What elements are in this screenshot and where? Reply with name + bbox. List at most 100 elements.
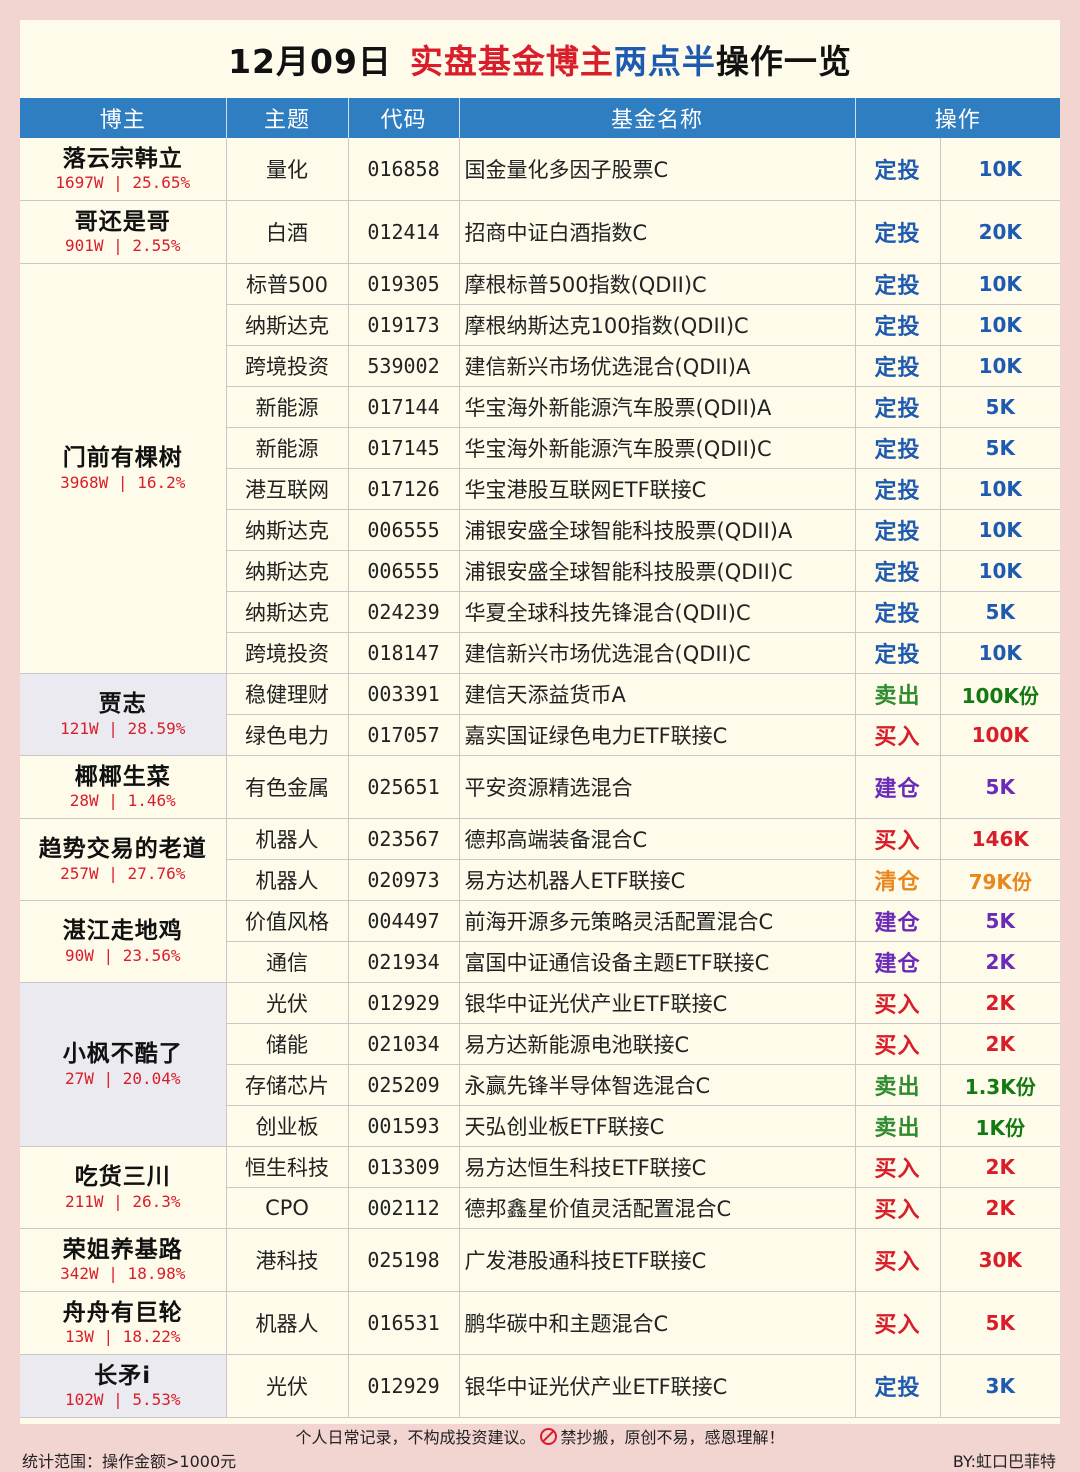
table-row: 纳斯达克 006555 浦银安盛全球智能科技股票(QDII)A 定投 10K bbox=[20, 509, 1061, 551]
fund-name-cell: 易方达机器人ETF联接C bbox=[459, 859, 856, 901]
operation-cell: 买入 bbox=[855, 714, 941, 756]
fund-name-cell: 华宝海外新能源汽车股票(QDII)A bbox=[459, 386, 856, 428]
table-row: 跨境投资 539002 建信新兴市场优选混合(QDII)A 定投 10K bbox=[20, 345, 1061, 387]
table-row: 荣姐养基路 342W | 18.98% 港科技 025198 广发港股通科技ETF联接C… bbox=[20, 1228, 1061, 1292]
blogger-cell: 小枫不酷了 27W | 20.04% bbox=[20, 982, 227, 1147]
table-row: 椰椰生菜 28W | 1.46% 有色金属 025651 平安资源精选混合 建仓 5K bbox=[20, 755, 1061, 819]
code-cell: 004497 bbox=[348, 900, 460, 942]
operation-cell: 定投 bbox=[855, 591, 941, 633]
amount-cell: 1.3K份 bbox=[940, 1064, 1061, 1106]
amount-cell: 10K bbox=[940, 550, 1061, 592]
amount-cell: 2K bbox=[940, 1023, 1061, 1065]
operation-cell: 定投 bbox=[855, 138, 941, 201]
fund-name-cell: 天弘创业板ETF联接C bbox=[459, 1105, 856, 1147]
table-row: 长矛i 102W | 5.53% 光伏 012929 银华中证光伏产业ETF联接C 定投 3… bbox=[20, 1354, 1061, 1418]
fund-name-cell: 浦银安盛全球智能科技股票(QDII)A bbox=[459, 509, 856, 551]
theme-cell: 纳斯达克 bbox=[226, 591, 349, 633]
fund-name-cell: 建信新兴市场优选混合(QDII)C bbox=[459, 632, 856, 674]
table-row: 纳斯达克 019173 摩根纳斯达克100指数(QDII)C 定投 10K bbox=[20, 304, 1061, 346]
summary-card: 12月09日 实盘基金博主 两点半 操作一览 博主 主题 代码 基金名称 操作 … bbox=[20, 20, 1061, 1424]
code-cell: 006555 bbox=[348, 550, 460, 592]
disclaimer: 个人日常记录，不构成投资建议。 禁抄搬，原创不易，感恩理解！ bbox=[0, 1424, 1080, 1447]
blogger-cell: 舟舟有巨轮 13W | 18.22% bbox=[20, 1291, 227, 1355]
blogger-stats: 28W | 1.46% bbox=[69, 791, 176, 811]
amount-cell: 30K bbox=[940, 1228, 1061, 1292]
code-cell: 001593 bbox=[348, 1105, 460, 1147]
amount-cell: 10K bbox=[940, 632, 1061, 674]
amount-cell: 10K bbox=[940, 345, 1061, 387]
blogger-name: 落云宗韩立 bbox=[62, 145, 183, 172]
table-row: 纳斯达克 024239 华夏全球科技先锋混合(QDII)C 定投 5K bbox=[20, 591, 1061, 633]
header-blogger: 博主 bbox=[20, 98, 227, 138]
blogger-name: 荣姐养基路 bbox=[62, 1236, 183, 1263]
amount-cell: 10K bbox=[940, 138, 1061, 201]
table-row: 跨境投资 018147 建信新兴市场优选混合(QDII)C 定投 10K bbox=[20, 632, 1061, 674]
blogger-name: 门前有棵树 bbox=[62, 445, 183, 472]
amount-cell: 10K bbox=[940, 304, 1061, 346]
blogger-cell: 长矛i 102W | 5.53% bbox=[20, 1354, 227, 1418]
fund-name-cell: 富国中证通信设备主题ETF联接C bbox=[459, 941, 856, 983]
fund-name-cell: 国金量化多因子股票C bbox=[459, 138, 856, 201]
amount-cell: 2K bbox=[940, 1146, 1061, 1188]
fund-name-cell: 建信新兴市场优选混合(QDII)A bbox=[459, 345, 856, 387]
blogger-cell: 贾志 121W | 28.59% bbox=[20, 673, 227, 756]
table-row: 机器人 020973 易方达机器人ETF联接C 清仓 79K份 bbox=[20, 859, 1061, 901]
operation-cell: 卖出 bbox=[855, 1064, 941, 1106]
theme-cell: 新能源 bbox=[226, 427, 349, 469]
amount-cell: 5K bbox=[940, 755, 1061, 819]
blogger-stats: 102W | 5.53% bbox=[64, 1390, 181, 1410]
operation-cell: 买入 bbox=[855, 1291, 941, 1355]
fund-name-cell: 华宝港股互联网ETF联接C bbox=[459, 468, 856, 510]
amount-cell: 5K bbox=[940, 1291, 1061, 1355]
code-cell: 017145 bbox=[348, 427, 460, 469]
amount-cell: 100K bbox=[940, 714, 1061, 756]
fund-name-cell: 摩根纳斯达克100指数(QDII)C bbox=[459, 304, 856, 346]
code-cell: 025198 bbox=[348, 1228, 460, 1292]
operation-cell: 定投 bbox=[855, 632, 941, 674]
amount-cell: 5K bbox=[940, 427, 1061, 469]
theme-cell: 量化 bbox=[226, 138, 349, 201]
fund-name-cell: 华宝海外新能源汽车股票(QDII)C bbox=[459, 427, 856, 469]
code-cell: 012414 bbox=[348, 200, 460, 264]
code-cell: 017057 bbox=[348, 714, 460, 756]
operation-cell: 清仓 bbox=[855, 859, 941, 901]
code-cell: 025209 bbox=[348, 1064, 460, 1106]
code-cell: 024239 bbox=[348, 591, 460, 633]
fund-name-cell: 德邦高端装备混合C bbox=[459, 818, 856, 860]
table-row: 绿色电力 017057 嘉实国证绿色电力ETF联接C 买入 100K bbox=[20, 714, 1061, 756]
title-date: 12月09日 bbox=[228, 42, 392, 81]
title-part1: 实盘基金博主 bbox=[409, 42, 614, 81]
blogger-stats: 211W | 26.3% bbox=[64, 1191, 181, 1211]
theme-cell: 跨境投资 bbox=[226, 345, 349, 387]
blogger-stats: 901W | 2.55% bbox=[64, 236, 181, 256]
operation-cell: 买入 bbox=[855, 818, 941, 860]
theme-cell: 存储芯片 bbox=[226, 1064, 349, 1106]
code-cell: 021034 bbox=[348, 1023, 460, 1065]
blogger-name: 舟舟有巨轮 bbox=[62, 1299, 183, 1326]
theme-cell: 标普500 bbox=[226, 263, 349, 305]
code-cell: 012929 bbox=[348, 982, 460, 1024]
blogger-cell: 趋势交易的老道 257W | 27.76% bbox=[20, 818, 227, 901]
operation-cell: 建仓 bbox=[855, 755, 941, 819]
operation-cell: 买入 bbox=[855, 1228, 941, 1292]
operation-cell: 建仓 bbox=[855, 941, 941, 983]
fund-name-cell: 广发港股通科技ETF联接C bbox=[459, 1228, 856, 1292]
table-row: 哥还是哥 901W | 2.55% 白酒 012414 招商中证白酒指数C 定投 20K bbox=[20, 200, 1061, 264]
amount-cell: 10K bbox=[940, 468, 1061, 510]
amount-cell: 2K bbox=[940, 1187, 1061, 1229]
code-cell: 016858 bbox=[348, 138, 460, 201]
fund-name-cell: 嘉实国证绿色电力ETF联接C bbox=[459, 714, 856, 756]
code-cell: 017126 bbox=[348, 468, 460, 510]
code-cell: 019173 bbox=[348, 304, 460, 346]
theme-cell: 港互联网 bbox=[226, 468, 349, 510]
operation-cell: 卖出 bbox=[855, 1105, 941, 1147]
blogger-name: 长矛i bbox=[94, 1362, 152, 1389]
code-cell: 539002 bbox=[348, 345, 460, 387]
table-row: 吃货三川 211W | 26.3% 恒生科技 013309 易方达恒生科技ETF联接C 买… bbox=[20, 1146, 1061, 1229]
code-cell: 020973 bbox=[348, 859, 460, 901]
amount-cell: 146K bbox=[940, 818, 1061, 860]
amount-cell: 100K份 bbox=[940, 673, 1061, 715]
blogger-name: 椰椰生菜 bbox=[74, 763, 171, 790]
operation-cell: 买入 bbox=[855, 1187, 941, 1229]
theme-cell: 价值风格 bbox=[226, 900, 349, 942]
